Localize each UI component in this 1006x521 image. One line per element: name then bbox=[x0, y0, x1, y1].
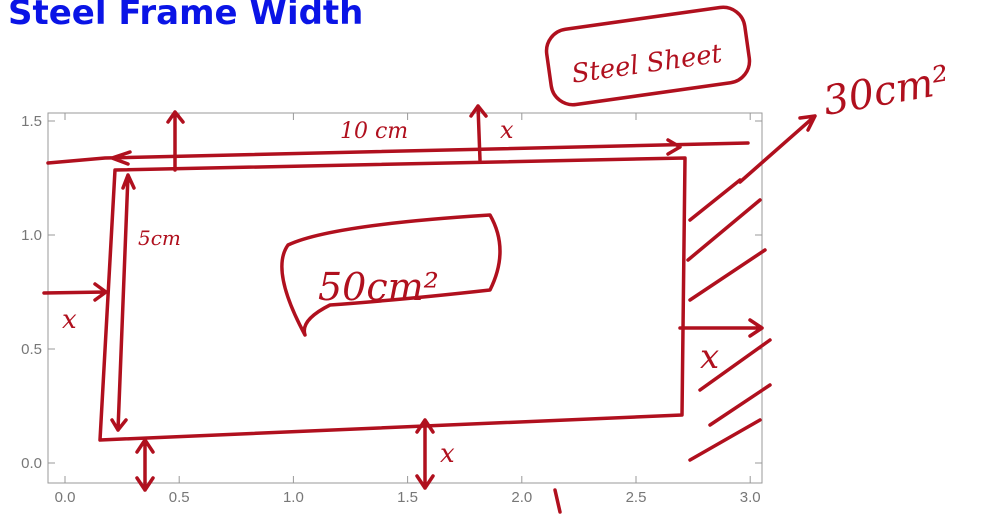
x-tick-label: 0.0 bbox=[55, 489, 76, 506]
drawing bbox=[44, 4, 815, 512]
width-label: x bbox=[700, 337, 719, 377]
y-tick-label: 0.5 bbox=[21, 341, 42, 358]
y-tick-label: 0.0 bbox=[21, 455, 42, 472]
length-label: 10 cm bbox=[340, 119, 408, 144]
sheet-label: Steel Sheet bbox=[570, 39, 725, 90]
title: Steel Frame Width bbox=[8, 0, 363, 33]
width-label: x bbox=[440, 439, 455, 469]
x-tick-label: 1.5 bbox=[397, 489, 418, 506]
y-tick-label: 1.0 bbox=[21, 227, 42, 244]
slide: Steel Frame Width 0.0 0.5 1.0 1.5 2.0 2.5 3.0 0… bbox=[0, 0, 1006, 521]
inner-area: 50cm² bbox=[318, 265, 439, 309]
x-tick-label: 0.5 bbox=[169, 489, 190, 506]
height-label: 5cm bbox=[138, 226, 181, 250]
x-tick-label: 2.5 bbox=[626, 489, 647, 506]
x-tick-label: 3.0 bbox=[740, 489, 761, 506]
x-tick-label: 2.0 bbox=[511, 489, 532, 506]
y-tick-label: 1.5 bbox=[21, 113, 42, 130]
x-tick-label: 1.0 bbox=[283, 489, 304, 506]
width-label: x bbox=[62, 305, 77, 335]
outer-area: 30cm² bbox=[820, 57, 953, 124]
width-label: x bbox=[500, 116, 514, 144]
